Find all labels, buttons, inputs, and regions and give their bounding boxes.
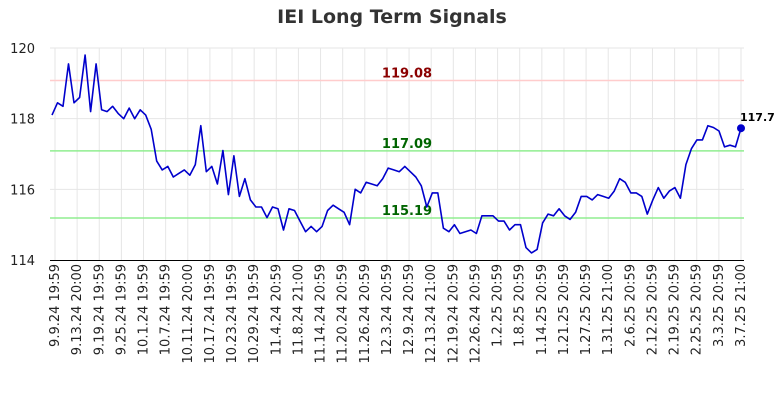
x-tick-label: 12.9.24 20:59 xyxy=(402,264,417,355)
y-tick-label: 120 xyxy=(10,42,35,57)
signal-lines: 119.08 117.09 115.19 xyxy=(50,67,744,219)
x-tick-label: 9.9.24 19:59 xyxy=(48,264,63,347)
x-tick-label: 9.19.24 19:59 xyxy=(92,264,107,355)
x-tick-label: 9.13.24 20:00 xyxy=(70,264,85,355)
y-tick-label: 114 xyxy=(10,254,35,269)
x-tick-label: 3.3.25 20:59 xyxy=(712,264,727,347)
x-tick-label: 1.14.25 20:59 xyxy=(535,264,550,355)
signal-line-label: 119.08 xyxy=(382,67,432,82)
x-tick-label: 11.20.24 20:59 xyxy=(336,264,351,364)
x-tick-label: 2.19.25 20:59 xyxy=(668,264,683,355)
x-tick-label: 9.25.24 19:59 xyxy=(114,264,129,355)
x-tick-label: 11.14.24 20:59 xyxy=(314,264,329,364)
x-tick-label: 10.7.24 19:59 xyxy=(159,264,174,355)
x-tick-label: 10.23.24 19:59 xyxy=(225,264,240,364)
x-tick-label: 12.19.24 20:59 xyxy=(446,264,461,364)
x-tick-label: 12.26.24 20:59 xyxy=(468,264,483,364)
last-value-label: 117.7 xyxy=(740,111,775,124)
x-tick-label: 2.12.25 20:59 xyxy=(645,264,660,355)
x-tick-label: 3.7.25 21:00 xyxy=(734,264,749,347)
x-tick-label: 11.4.24 20:59 xyxy=(269,264,284,355)
grid-lines xyxy=(50,47,744,260)
signal-line-label: 115.19 xyxy=(382,204,432,219)
x-tick-label: 1.2.25 20:59 xyxy=(491,264,506,347)
y-axis-ticks: 114 116 118 120 xyxy=(10,42,35,269)
chart-title: IEI Long Term Signals xyxy=(277,6,507,28)
signal-line-label: 117.09 xyxy=(382,137,432,152)
x-tick-label: 1.21.25 20:59 xyxy=(557,264,572,355)
x-tick-label: 10.11.24 20:00 xyxy=(181,264,196,364)
price-line xyxy=(51,54,742,254)
x-tick-label: 2.6.25 20:59 xyxy=(623,264,638,347)
x-tick-label: 11.8.24 21:00 xyxy=(291,264,306,355)
x-tick-label: 1.27.25 20:59 xyxy=(579,264,594,355)
price-series: 117.7 xyxy=(51,54,775,254)
x-axis-ticks: 9.9.24 19:59 9.13.24 20:00 9.19.24 19:59 9.… xyxy=(48,264,749,364)
y-tick-label: 118 xyxy=(10,113,35,128)
x-tick-label: 10.17.24 19:59 xyxy=(203,264,218,364)
x-tick-label: 1.31.25 21:00 xyxy=(601,264,616,355)
x-tick-label: 10.29.24 19:59 xyxy=(247,264,262,364)
x-tick-label: 2.25.25 20:59 xyxy=(690,264,705,355)
last-point-marker xyxy=(737,124,745,133)
x-tick-label: 11.26.24 20:59 xyxy=(358,264,373,364)
y-tick-label: 116 xyxy=(10,183,35,198)
x-tick-label: 12.13.24 21:00 xyxy=(424,264,439,364)
x-tick-label: 12.3.24 20:59 xyxy=(380,264,395,355)
x-tick-label: 10.1.24 19:59 xyxy=(137,264,152,355)
x-tick-label: 1.8.25 20:59 xyxy=(513,264,528,347)
